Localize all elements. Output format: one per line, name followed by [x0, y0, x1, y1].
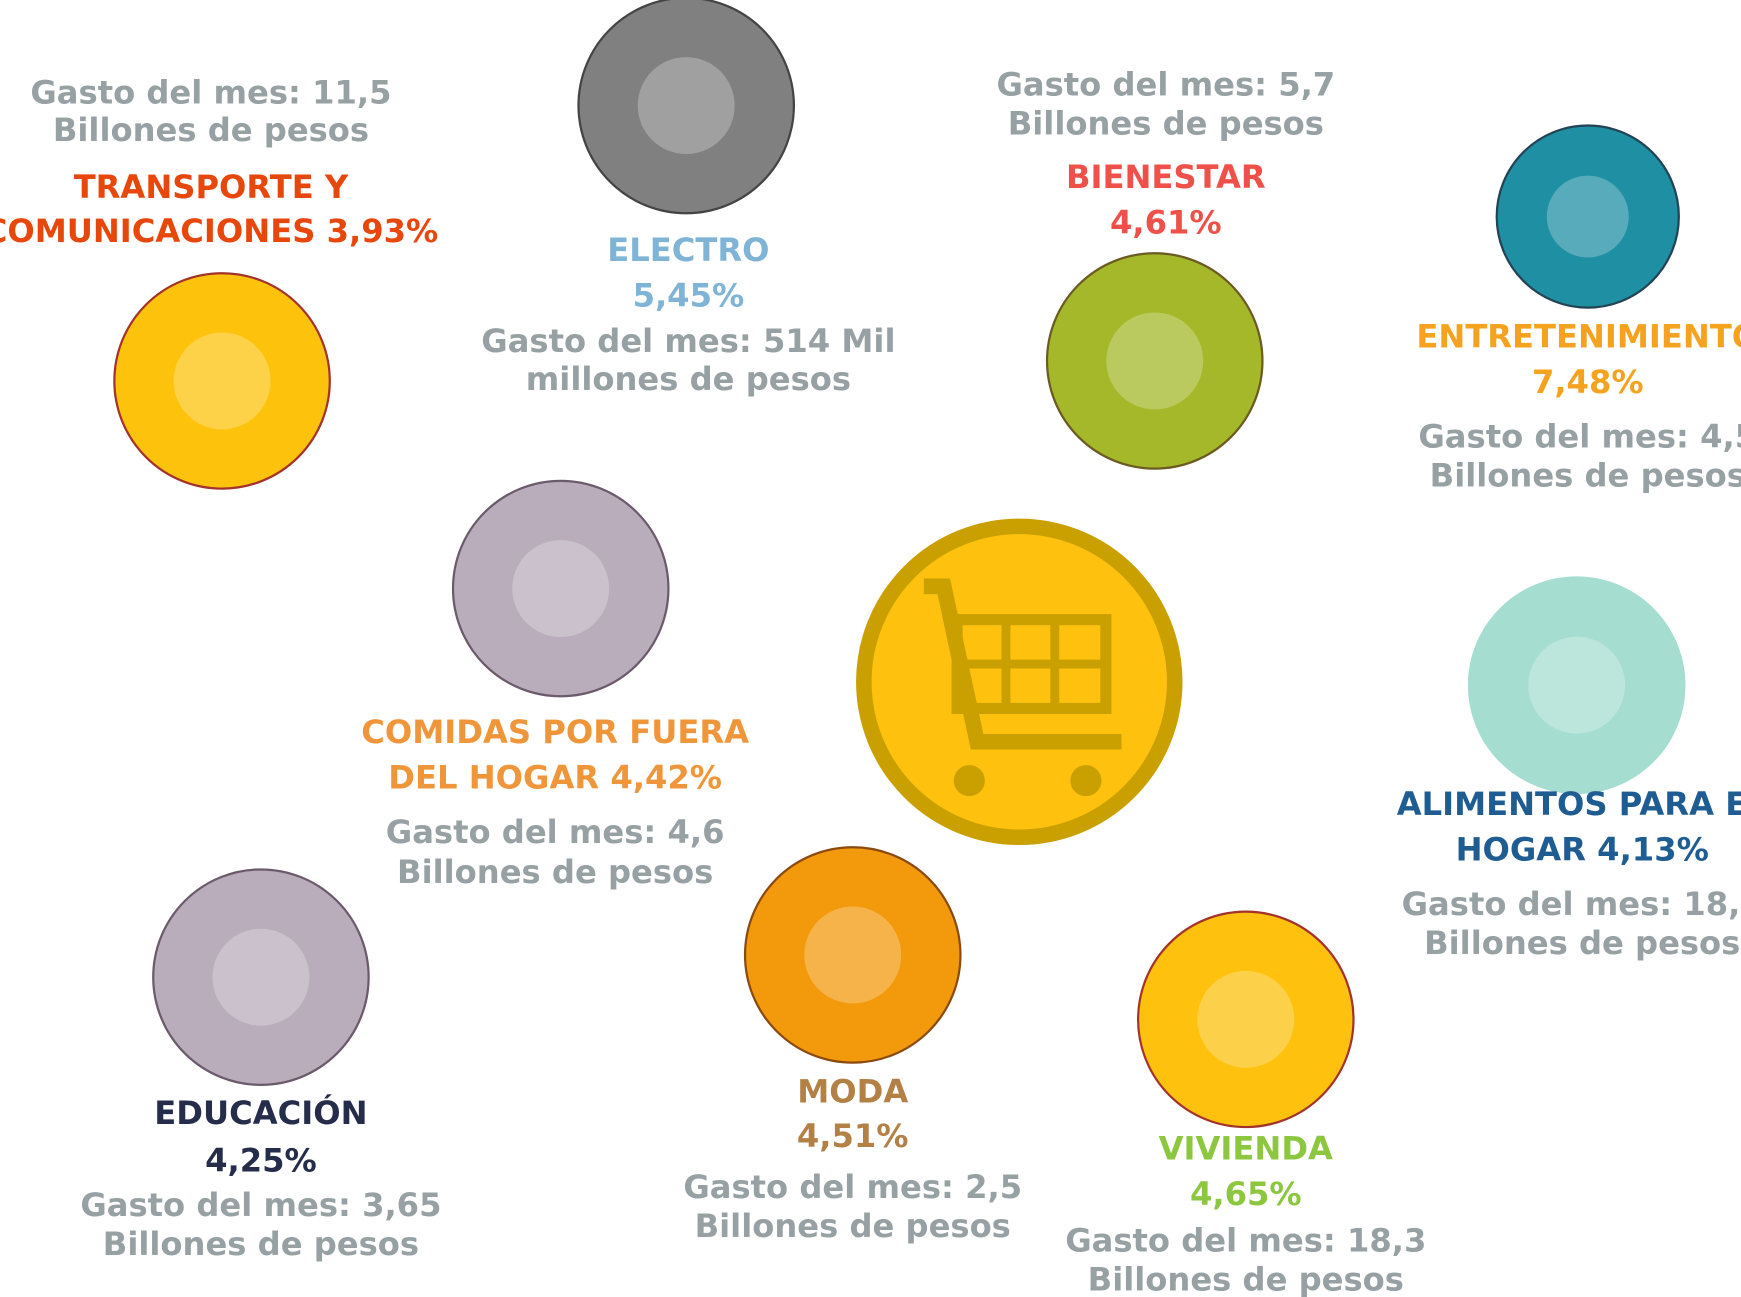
spend-text: Gasto del mes: 514 Mil [481, 322, 895, 360]
category-name: ELECTRO [607, 231, 769, 269]
category-icon [1495, 124, 1680, 309]
category-icon [451, 479, 670, 698]
icon-detail [173, 332, 271, 430]
category-name: TRANSPORTE Y [74, 168, 349, 206]
spend-text: Billones de pesos [1088, 1260, 1404, 1297]
icon-detail [1546, 175, 1629, 258]
icon-detail [1197, 970, 1295, 1068]
icon-detail [512, 540, 610, 638]
category: ALIMENTOS PARA EL HOGAR 4,13% Gasto del me… [1397, 576, 1741, 962]
spend-text: Billones de pesos [397, 853, 713, 891]
category-name: BIENESTAR [1066, 158, 1266, 196]
category-name: VIVIENDA [1159, 1129, 1333, 1167]
spend-text: Gasto del mes: 2,5 [683, 1168, 1022, 1206]
spend-text: millones de pesos [526, 360, 851, 398]
spend-text: Gasto del mes: 3,65 [80, 1186, 441, 1224]
icon-detail [804, 906, 902, 1004]
spend-text: Billones de pesos [1430, 457, 1741, 495]
category-icon [743, 846, 962, 1064]
category-icon [1467, 576, 1686, 794]
spend-text: Gasto del mes: 18,0 [1402, 885, 1741, 923]
category-name: ENTRETENIMIENTO [1416, 318, 1741, 356]
category-name: ALIMENTOS PARA EL [1397, 785, 1741, 823]
category-icon [1136, 910, 1355, 1129]
spend-text: Gasto del mes: 4,6 [386, 813, 725, 851]
category-name: 7,48% [1532, 363, 1644, 401]
category-icon [113, 272, 331, 490]
spend-text: Billones de pesos [1008, 105, 1324, 143]
spend-text: Gasto del mes: 4,5 [1418, 418, 1741, 456]
category-name: 4,25% [205, 1142, 317, 1180]
spend-text: Billones de pesos [103, 1225, 419, 1263]
spend-text: Billones de pesos [53, 111, 369, 149]
category-icon [1045, 252, 1264, 470]
category-name: HOGAR 4,13% [1456, 831, 1709, 869]
category-name: 5,45% [633, 277, 745, 315]
category-icon [577, 0, 795, 215]
spend-text: Billones de pesos [695, 1207, 1011, 1245]
icon-detail [1106, 312, 1204, 410]
category: COMIDAS POR FUERA DEL HOGAR 4,42% Gasto de… [361, 479, 749, 891]
category: VIVIENDA 4,65% Gasto del mes: 18,3Billones… [1065, 910, 1426, 1297]
spend-text: Gasto del mes: 18,3 [1065, 1222, 1426, 1260]
icon-detail [637, 57, 735, 155]
category: BIENESTAR 4,61% Gasto del mes: 5,7Billones… [996, 66, 1335, 470]
icon-detail [212, 928, 310, 1026]
category-name: EDUCACIÓN [154, 1093, 367, 1132]
category-name: COMIDAS POR FUERA [361, 713, 749, 751]
category-icon [152, 868, 370, 1086]
category: ELECTRO 5,45% Gasto del mes: 514 Milmillon… [481, 0, 896, 398]
category-name: MODA [797, 1073, 908, 1111]
category: TRANSPORTE Y COMUNICACIONES 3,93% Gasto de… [0, 73, 438, 490]
category: EDUCACIÓN 4,25% Gasto del mes: 3,65Billone… [80, 868, 441, 1263]
category-name: DEL HOGAR 4,42% [388, 759, 722, 797]
spend-text: Gasto del mes: 11,5 [30, 73, 391, 111]
cart-icon [856, 518, 1183, 846]
category-name: 4,61% [1110, 203, 1222, 241]
spend-text: Gasto del mes: 5,7 [996, 66, 1335, 104]
category-name: 4,51% [797, 1117, 909, 1155]
icon-detail [1528, 636, 1626, 734]
category-name: 4,65% [1190, 1175, 1302, 1213]
category-name: COMUNICACIONES 3,93% [0, 212, 438, 250]
spend-text: Billones de pesos [1424, 924, 1740, 962]
category: ENTRETENIMIENTO 7,48% Gasto del mes: 4,5Bi… [1416, 124, 1741, 495]
